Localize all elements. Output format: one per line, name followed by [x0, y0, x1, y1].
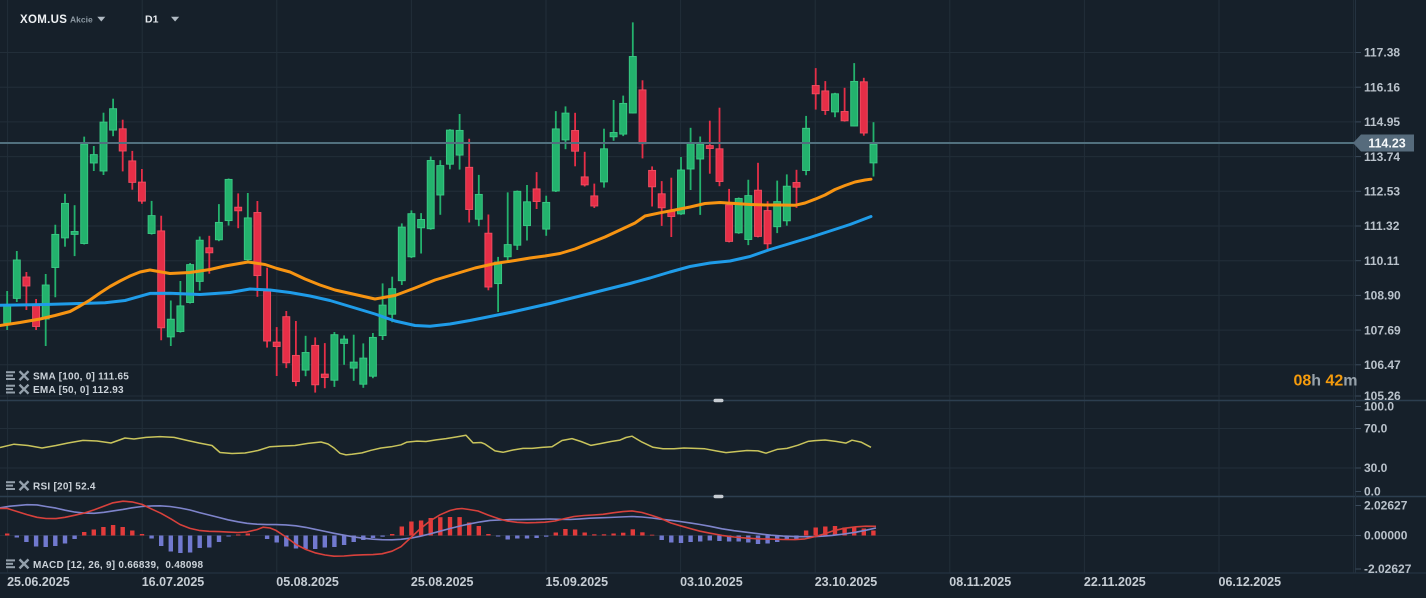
svg-text:0.00000: 0.00000 — [1364, 529, 1408, 543]
svg-text:05.08.2025: 05.08.2025 — [276, 575, 339, 589]
svg-text:03.10.2025: 03.10.2025 — [680, 575, 743, 589]
svg-text:105.26: 105.26 — [1364, 389, 1401, 403]
svg-text:116.16: 116.16 — [1364, 80, 1400, 94]
svg-text:113.74: 113.74 — [1364, 150, 1400, 164]
svg-text:0.0: 0.0 — [1364, 485, 1381, 499]
svg-text:111.32: 111.32 — [1364, 219, 1400, 233]
svg-text:22.11.2025: 22.11.2025 — [1084, 575, 1146, 589]
svg-text:108.90: 108.90 — [1364, 289, 1401, 303]
svg-text:107.69: 107.69 — [1364, 323, 1401, 337]
svg-text:15.09.2025: 15.09.2025 — [546, 575, 609, 589]
svg-text:110.11: 110.11 — [1364, 254, 1400, 268]
svg-text:30.0: 30.0 — [1364, 461, 1388, 475]
svg-text:RSI [20] 52.4: RSI [20] 52.4 — [33, 482, 96, 493]
svg-text:106.47: 106.47 — [1364, 358, 1401, 372]
svg-text:114.23: 114.23 — [1368, 137, 1406, 151]
svg-text:23.10.2025: 23.10.2025 — [815, 575, 878, 589]
svg-text:112.53: 112.53 — [1364, 185, 1400, 199]
svg-text:Akcie: Akcie — [70, 15, 93, 25]
svg-text:08.11.2025: 08.11.2025 — [949, 575, 1011, 589]
svg-text:XOM.US: XOM.US — [20, 14, 67, 26]
svg-text:-2.02627: -2.02627 — [1364, 562, 1412, 576]
svg-text:SMA [100, 0] 111.65: SMA [100, 0] 111.65 — [33, 372, 129, 383]
svg-text:2.02627: 2.02627 — [1364, 499, 1408, 513]
svg-text:70.0: 70.0 — [1364, 422, 1388, 436]
svg-text:16.07.2025: 16.07.2025 — [142, 575, 205, 589]
svg-text:100.0: 100.0 — [1364, 400, 1394, 414]
svg-text:D1: D1 — [145, 14, 159, 26]
svg-text:117.38: 117.38 — [1364, 46, 1400, 60]
svg-text:114.95: 114.95 — [1364, 115, 1400, 129]
svg-text:25.06.2025: 25.06.2025 — [7, 575, 70, 589]
svg-text:MACD [12, 26, 9] 0.66839, 0.4: MACD [12, 26, 9] 0.66839, 0.48098 — [33, 560, 203, 571]
svg-text:EMA [50, 0] 112.93: EMA [50, 0] 112.93 — [33, 385, 124, 396]
svg-text:08h 42m: 08h 42m — [1293, 373, 1357, 390]
svg-text:25.08.2025: 25.08.2025 — [411, 575, 474, 589]
svg-text:06.12.2025: 06.12.2025 — [1219, 575, 1282, 589]
